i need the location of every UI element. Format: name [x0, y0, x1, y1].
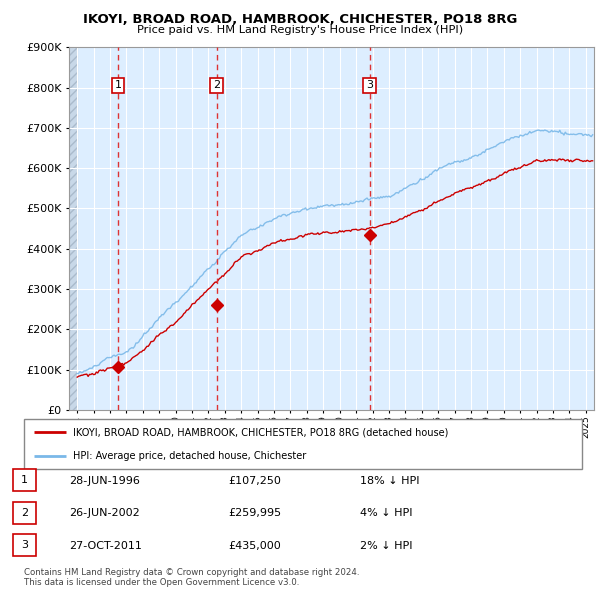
Text: 3: 3: [21, 540, 28, 550]
Text: 2: 2: [21, 508, 28, 517]
Text: HPI: Average price, detached house, Chichester: HPI: Average price, detached house, Chic…: [73, 451, 307, 461]
Text: £435,000: £435,000: [228, 541, 281, 550]
Text: Contains HM Land Registry data © Crown copyright and database right 2024.: Contains HM Land Registry data © Crown c…: [24, 568, 359, 577]
Text: 4% ↓ HPI: 4% ↓ HPI: [360, 509, 413, 518]
Text: 3: 3: [366, 80, 373, 90]
Text: £107,250: £107,250: [228, 476, 281, 486]
Text: 27-OCT-2011: 27-OCT-2011: [69, 541, 142, 550]
Bar: [69, 47, 77, 410]
Text: IKOYI, BROAD ROAD, HAMBROOK, CHICHESTER, PO18 8RG (detached house): IKOYI, BROAD ROAD, HAMBROOK, CHICHESTER,…: [73, 427, 448, 437]
Bar: [69, 47, 77, 410]
Text: 2: 2: [213, 80, 220, 90]
Text: IKOYI, BROAD ROAD, HAMBROOK, CHICHESTER, PO18 8RG: IKOYI, BROAD ROAD, HAMBROOK, CHICHESTER,…: [83, 13, 517, 26]
Text: 26-JUN-2002: 26-JUN-2002: [69, 509, 140, 518]
Text: £259,995: £259,995: [228, 509, 281, 518]
Text: 28-JUN-1996: 28-JUN-1996: [69, 476, 140, 486]
Text: Price paid vs. HM Land Registry's House Price Index (HPI): Price paid vs. HM Land Registry's House …: [137, 25, 463, 35]
Text: 2% ↓ HPI: 2% ↓ HPI: [360, 541, 413, 550]
Text: This data is licensed under the Open Government Licence v3.0.: This data is licensed under the Open Gov…: [24, 578, 299, 587]
Text: 1: 1: [115, 80, 122, 90]
Text: 1: 1: [21, 476, 28, 485]
Text: 18% ↓ HPI: 18% ↓ HPI: [360, 476, 419, 486]
